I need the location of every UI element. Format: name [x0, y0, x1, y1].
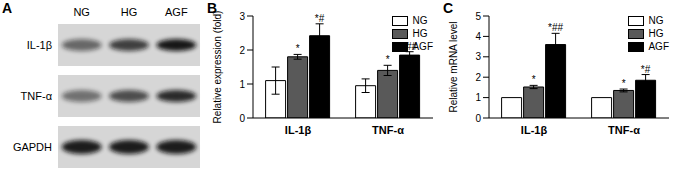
svg-text:0: 0 [239, 113, 245, 124]
svg-text:IL-1β: IL-1β [521, 124, 548, 136]
svg-text:TNF-α: TNF-α [372, 124, 404, 136]
svg-text:HG: HG [121, 6, 138, 18]
svg-text:5: 5 [475, 11, 481, 22]
svg-text:*: * [296, 43, 300, 54]
svg-text:*#: *# [641, 64, 651, 75]
svg-text:3: 3 [239, 11, 245, 22]
svg-text:NG: NG [73, 6, 90, 18]
svg-text:3: 3 [475, 51, 481, 62]
svg-text:4: 4 [475, 31, 481, 42]
svg-text:IL-1β: IL-1β [27, 39, 52, 51]
svg-text:*: * [532, 74, 536, 85]
svg-text:2: 2 [475, 72, 481, 83]
svg-text:TNF-α: TNF-α [608, 124, 640, 136]
svg-text:*: * [386, 54, 390, 65]
svg-text:Relative mRNA level: Relative mRNA level [448, 21, 459, 112]
svg-text:2: 2 [239, 45, 245, 56]
svg-text:AGF: AGF [165, 6, 188, 18]
svg-text:1: 1 [239, 79, 245, 90]
svg-text:1: 1 [475, 92, 481, 103]
svg-text:*##: *## [548, 22, 563, 33]
svg-text:*#: *# [315, 13, 325, 24]
svg-text:*##: *## [402, 41, 417, 52]
svg-text:Relative expression (fold): Relative expression (fold) [212, 11, 223, 124]
svg-text:*: * [622, 78, 626, 89]
svg-text:GAPDH: GAPDH [13, 141, 52, 153]
svg-text:0: 0 [475, 113, 481, 124]
svg-text:IL-1β: IL-1β [285, 124, 312, 136]
svg-text:TNF-α: TNF-α [21, 90, 53, 102]
